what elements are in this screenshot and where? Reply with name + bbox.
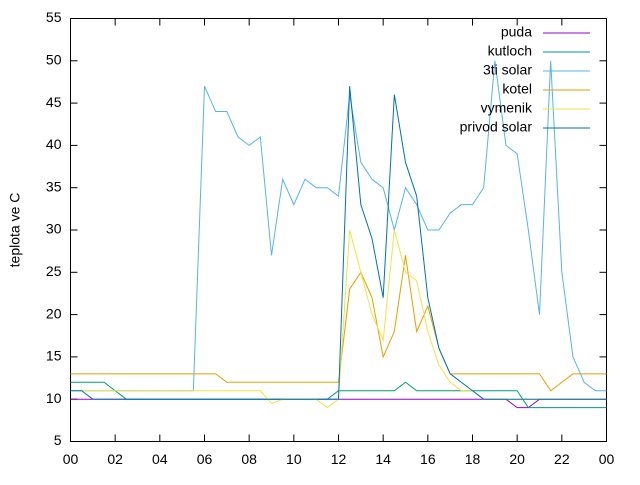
x-tick-label: 08	[241, 451, 257, 467]
y-tick-label: 50	[46, 52, 62, 68]
y-tick-label: 30	[46, 221, 62, 237]
x-tick-label: 02	[107, 451, 123, 467]
y-tick-label: 35	[46, 178, 62, 194]
y-tick-label: 55	[46, 9, 62, 25]
series-line	[70, 255, 607, 392]
x-tick-label: 20	[509, 451, 525, 467]
y-tick-label: 45	[46, 94, 62, 110]
y-tick-label: 10	[46, 390, 62, 406]
legend-label: puda	[501, 24, 532, 40]
y-tick-label: 15	[46, 348, 62, 364]
legend-label: vymenik	[481, 100, 533, 116]
x-tick-label: 12	[331, 451, 347, 467]
y-tick-label: 20	[46, 305, 62, 321]
y-tick-label: 5	[54, 432, 62, 448]
x-tick-label: 00	[599, 451, 615, 467]
legend-label: privod solar	[460, 119, 533, 135]
y-tick-label: 25	[46, 263, 62, 279]
x-tick-label: 16	[420, 451, 436, 467]
y-tick-label: 40	[46, 136, 62, 152]
series-line	[70, 86, 607, 400]
x-tick-label: 00	[63, 451, 79, 467]
x-tick-label: 14	[375, 451, 391, 467]
x-tick-label: 04	[152, 451, 168, 467]
legend-label: kotel	[502, 81, 532, 97]
legend-label: kutloch	[488, 43, 532, 59]
x-tick-label: 22	[554, 451, 570, 467]
x-tick-label: 10	[286, 451, 302, 467]
legend-label: 3ti solar	[483, 62, 532, 78]
x-tick-label: 06	[197, 451, 213, 467]
x-tick-label: 18	[465, 451, 481, 467]
y-axis-label: teplota ve C	[7, 193, 23, 268]
